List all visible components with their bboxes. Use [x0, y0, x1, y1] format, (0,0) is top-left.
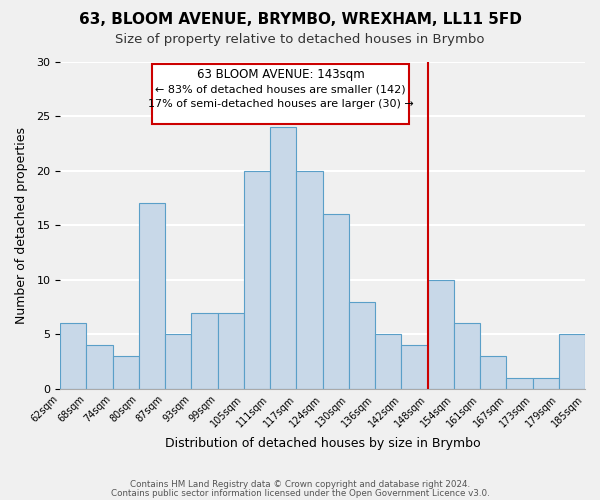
Bar [60, 324, 86, 389]
Text: Contains public sector information licensed under the Open Government Licence v3: Contains public sector information licen… [110, 488, 490, 498]
Bar [270, 127, 296, 389]
Bar [559, 334, 585, 389]
Bar [533, 378, 559, 389]
Bar [323, 214, 349, 389]
Bar [218, 312, 244, 389]
Bar [113, 356, 139, 389]
Bar [349, 302, 375, 389]
FancyBboxPatch shape [152, 64, 409, 124]
Text: 17% of semi-detached houses are larger (30) →: 17% of semi-detached houses are larger (… [148, 98, 413, 108]
Bar [454, 324, 480, 389]
Bar [506, 378, 533, 389]
Bar [375, 334, 401, 389]
Text: Size of property relative to detached houses in Brymbo: Size of property relative to detached ho… [115, 32, 485, 46]
Text: 63, BLOOM AVENUE, BRYMBO, WREXHAM, LL11 5FD: 63, BLOOM AVENUE, BRYMBO, WREXHAM, LL11 … [79, 12, 521, 28]
Bar [86, 346, 113, 389]
Text: Contains HM Land Registry data © Crown copyright and database right 2024.: Contains HM Land Registry data © Crown c… [130, 480, 470, 489]
Bar [480, 356, 506, 389]
Bar [428, 280, 454, 389]
X-axis label: Distribution of detached houses by size in Brymbo: Distribution of detached houses by size … [165, 437, 481, 450]
Text: ← 83% of detached houses are smaller (142): ← 83% of detached houses are smaller (14… [155, 84, 406, 94]
Bar [139, 204, 165, 389]
Text: 63 BLOOM AVENUE: 143sqm: 63 BLOOM AVENUE: 143sqm [197, 68, 364, 81]
Bar [191, 312, 218, 389]
Bar [401, 346, 428, 389]
Y-axis label: Number of detached properties: Number of detached properties [15, 126, 28, 324]
Bar [165, 334, 191, 389]
Bar [296, 170, 323, 389]
Bar [244, 170, 270, 389]
